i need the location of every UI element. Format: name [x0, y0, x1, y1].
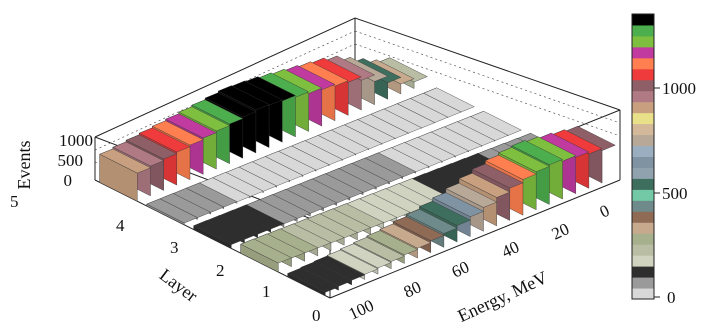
bar-top	[471, 163, 524, 189]
colorbar-swatch-10	[632, 178, 654, 190]
colorbar-swatch-20	[632, 68, 654, 81]
colorbar-swatch-24	[632, 24, 654, 37]
bar-top	[99, 148, 151, 174]
x-axis-title: Energy, MeV	[455, 267, 551, 326]
bar-top	[498, 147, 550, 173]
z-tick-500: 500	[58, 151, 84, 170]
bars-layer	[99, 55, 616, 296]
bar-layer-2-energy-105	[193, 220, 245, 249]
grid-lines	[94, 30, 621, 164]
bar-layer-1-energy-105	[240, 238, 292, 273]
colorbar-swatch-7	[632, 211, 654, 223]
colorbar-swatch-23	[632, 35, 654, 48]
x-tick-60: 60	[449, 257, 472, 281]
bar-layer-3-energy-105	[146, 198, 198, 226]
colorbar-swatch-17	[632, 101, 654, 114]
colorbar-tick-1000: 1000	[662, 79, 696, 98]
bar-top	[366, 230, 419, 256]
bar-top	[353, 237, 405, 262]
bar-top	[300, 261, 353, 287]
y-tick-1: 1	[262, 282, 271, 301]
bar-top	[484, 154, 537, 180]
bar-top	[405, 208, 458, 234]
colorbar-swatch-9	[632, 189, 654, 201]
colorbar-swatch-12	[632, 156, 654, 168]
y-tick-0: 0	[312, 306, 321, 325]
colorbar-swatches	[632, 14, 654, 300]
colorbar-swatch-13	[632, 145, 654, 157]
colorbar-tick-0: 0	[667, 288, 676, 307]
bar-top	[419, 200, 471, 226]
colorbar-swatch-8	[632, 200, 654, 212]
y-tick-2: 2	[216, 261, 225, 280]
bar-top	[392, 216, 445, 242]
colorbar-tick-500: 500	[662, 184, 688, 203]
x-tick-80: 80	[401, 277, 424, 301]
bar-top	[125, 134, 178, 160]
x-tick-40: 40	[499, 237, 522, 261]
colorbar-swatch-25	[632, 14, 654, 26]
colorbar-swatch-16	[632, 112, 654, 125]
bar-top	[240, 238, 292, 264]
bar-top	[511, 140, 564, 166]
bar-top	[217, 85, 270, 111]
bar-top	[165, 113, 217, 139]
bar-layer-0-energy-105	[287, 267, 339, 296]
y-tick-3: 3	[170, 238, 179, 257]
z-tick-0: 0	[64, 171, 73, 190]
colorbar-swatch-21	[632, 57, 654, 70]
y-tick-4: 4	[116, 216, 125, 235]
colorbar-swatch-14	[632, 134, 654, 147]
colorbar-swatch-11	[632, 167, 654, 179]
bar-top	[204, 92, 257, 118]
bar-top	[193, 220, 245, 245]
bar-top	[379, 223, 432, 249]
y-tick-5: 5	[10, 192, 19, 211]
bar-top	[432, 192, 484, 218]
colorbar-frame	[631, 13, 655, 300]
colorbar-swatch-19	[632, 79, 654, 92]
bar-top	[339, 243, 392, 269]
z-axis-title: Events	[14, 141, 34, 190]
bar-top	[445, 182, 498, 208]
bar-layer-4-energy-105	[99, 148, 151, 202]
bar-top	[326, 249, 379, 275]
x-tick-20: 20	[549, 219, 572, 243]
bar-top	[178, 106, 231, 132]
bar-top	[146, 198, 198, 224]
colorbar-swatch-18	[632, 90, 654, 103]
colorbar-swatch-6	[632, 222, 654, 234]
colorbar-swatch-4	[632, 244, 654, 256]
colorbar-swatch-2	[632, 266, 654, 278]
colorbar-swatch-22	[632, 46, 654, 59]
x-tick-100: 100	[346, 296, 377, 324]
colorbar-swatch-15	[632, 123, 654, 136]
bar-top	[191, 99, 244, 125]
colorbar: 0 500 1000	[631, 13, 696, 307]
bar-top	[138, 127, 191, 153]
floor-right-edge	[329, 179, 621, 299]
bar-top	[458, 172, 511, 198]
bar-top	[151, 120, 204, 146]
bar-top	[313, 255, 366, 281]
z-tick-1000: 1000	[59, 131, 93, 150]
colorbar-swatch-0	[632, 288, 654, 300]
colorbar-swatch-1	[632, 277, 654, 289]
bar-top	[287, 267, 339, 293]
z-axis: 0 500 1000 Events	[14, 131, 93, 190]
colorbar-swatch-3	[632, 255, 654, 267]
x-tick-0: 0	[597, 201, 613, 222]
bar-top	[112, 141, 165, 167]
colorbar-swatch-5	[632, 233, 654, 245]
y-axis-title: Layer	[156, 265, 202, 306]
